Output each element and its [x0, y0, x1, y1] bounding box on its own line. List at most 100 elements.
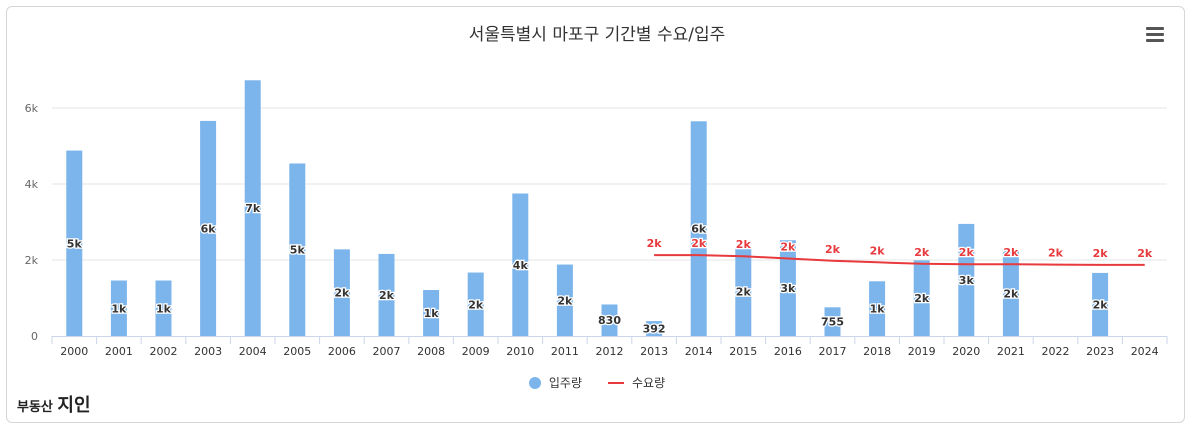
logo-text: 부동산 지인: [17, 395, 91, 416]
bar-data-label: 2k: [379, 289, 395, 302]
bar: [735, 247, 752, 336]
demand-line: [654, 254, 1145, 266]
bar: [244, 80, 261, 336]
y-tick-label: 4k: [25, 178, 39, 191]
bar-data-label: 2k: [468, 298, 484, 311]
bar-data-label: 1k: [424, 307, 440, 320]
bar: [289, 163, 306, 336]
x-tick-label: 2023: [1086, 345, 1114, 358]
x-tick-label: 2014: [685, 345, 713, 358]
line-data-label: 2k: [1003, 246, 1019, 259]
bar: [601, 304, 618, 336]
x-tick-label: 2005: [283, 345, 311, 358]
line-data-label: 2k: [780, 240, 796, 253]
bar: [110, 280, 127, 336]
bar: [378, 253, 395, 336]
bar: [200, 120, 217, 336]
bar: [958, 223, 975, 336]
x-tick-label: 2015: [729, 345, 757, 358]
x-tick-label: 2016: [774, 345, 802, 358]
bar-data-label: 7k: [245, 202, 261, 215]
line-data-label: 2k: [959, 246, 975, 259]
x-tick-label: 2010: [506, 345, 534, 358]
line-data-label: 2k: [736, 238, 752, 251]
x-tick-label: 2002: [150, 345, 178, 358]
bar: [869, 281, 886, 336]
bar-data-label: 3k: [780, 282, 796, 295]
bar-data-label: 2k: [736, 286, 752, 299]
x-tick-label: 2008: [417, 345, 445, 358]
bar-data-label: 755: [821, 316, 844, 329]
bar-data-label: 392: [643, 323, 666, 336]
line-data-label: 2k: [1093, 247, 1109, 260]
x-tick-label: 2009: [462, 345, 490, 358]
x-tick-label: 2020: [952, 345, 980, 358]
hamburger-menu-icon[interactable]: [1146, 27, 1164, 43]
line-data-label: 2k: [870, 244, 886, 257]
bar-data-label: 830: [598, 314, 621, 327]
legend-item-bar[interactable]: 입주량: [528, 374, 582, 391]
bar-data-label: 2k: [334, 287, 350, 300]
legend-label-bar: 입주량: [548, 376, 582, 390]
bar-data-label: 6k: [201, 222, 217, 235]
bar-data-label: 3k: [959, 274, 975, 287]
bar-data-label: 5k: [67, 237, 83, 250]
y-tick-label: 0: [31, 330, 38, 343]
x-tick-label: 2021: [997, 345, 1025, 358]
bar: [913, 260, 930, 336]
x-tick-label: 2017: [819, 345, 847, 358]
bar: [66, 150, 83, 336]
x-tick-label: 2011: [551, 345, 579, 358]
line-data-label: 2k: [1137, 247, 1153, 260]
bar-data-label: 1k: [111, 302, 127, 315]
line-data-label: 2k: [691, 237, 707, 250]
bar-data-label: 2k: [557, 294, 573, 307]
legend-line-icon: [608, 381, 624, 384]
bar: [1002, 250, 1019, 336]
bar: [690, 121, 707, 336]
legend-label-line: 수요량: [632, 376, 666, 390]
x-tick-label: 2001: [105, 345, 133, 358]
legend: 입주량 수요량: [0, 374, 1194, 391]
chart-title: 서울특별시 마포구 기간별 수요/입주: [468, 25, 726, 45]
x-tick-label: 2004: [239, 345, 267, 358]
x-tick-label: 2022: [1042, 345, 1070, 358]
legend-dot-icon: [528, 376, 541, 389]
bar-data-label: 4k: [513, 259, 529, 272]
x-tick-label: 2006: [328, 345, 356, 358]
x-tick-label: 2007: [373, 345, 401, 358]
bar: [824, 307, 841, 336]
bar: [646, 321, 663, 336]
brand-logo: 부동산 지인: [17, 391, 91, 417]
line-data-label: 2k: [825, 243, 841, 256]
y-tick-label: 2k: [25, 254, 39, 267]
x-tick-label: 2012: [596, 345, 624, 358]
x-tick-label: 2013: [640, 345, 668, 358]
bar-data-label: 2k: [1003, 287, 1019, 300]
bar: [779, 240, 796, 336]
y-tick-label: 6k: [25, 102, 39, 115]
bar: [1092, 272, 1109, 336]
bar: [333, 249, 350, 336]
bar: [423, 290, 440, 336]
bar-data-label: 6k: [691, 223, 707, 236]
line-data-label: 2k: [1048, 247, 1064, 260]
x-tick-label: 2003: [194, 345, 222, 358]
bar: [155, 280, 172, 336]
bar: [556, 264, 573, 336]
line-data-label: 2k: [647, 237, 663, 250]
x-tick-label: 2019: [908, 345, 936, 358]
bar: [512, 193, 529, 336]
x-tick-label: 2018: [863, 345, 891, 358]
legend-item-line[interactable]: 수요량: [608, 374, 665, 391]
bar-data-label: 5k: [290, 244, 306, 257]
bar-data-label: 2k: [914, 292, 930, 305]
x-tick-label: 2024: [1131, 345, 1159, 358]
bar-data-label: 1k: [156, 302, 172, 315]
x-tick-label: 2000: [60, 345, 88, 358]
bar: [467, 272, 484, 336]
bar-data-label: 1k: [870, 303, 886, 316]
bar-data-label: 2k: [1093, 298, 1109, 311]
line-data-label: 2k: [914, 246, 930, 259]
